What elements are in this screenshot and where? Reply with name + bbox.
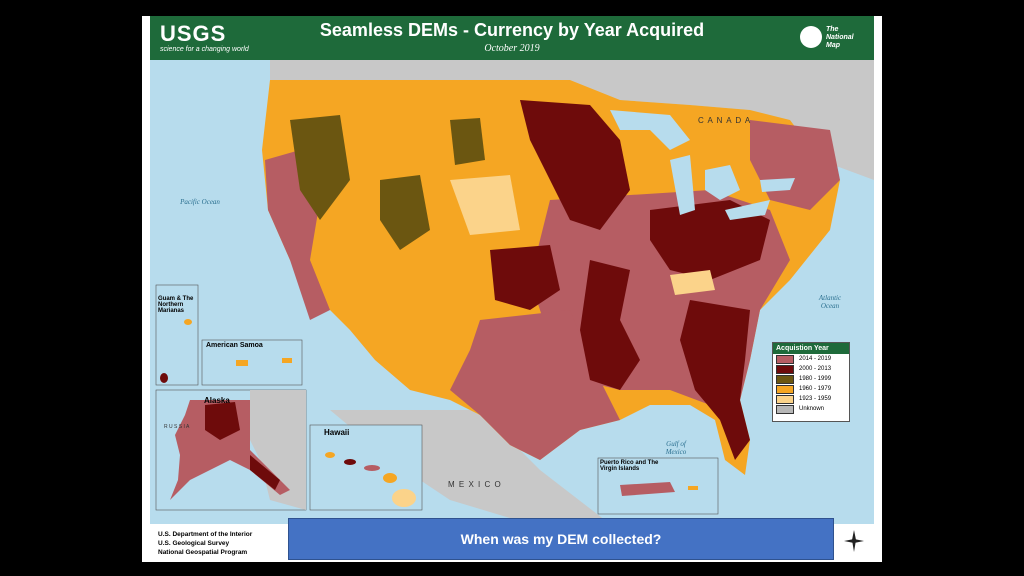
national-map-logo: The National Map (800, 22, 860, 54)
legend-label: 1923 - 1959 (799, 396, 832, 402)
zone-2000-2013-ohio (650, 200, 770, 280)
samoa-island-tau (282, 358, 292, 363)
guam-inset-frame (155, 284, 199, 386)
map-date: October 2019 (484, 43, 540, 54)
pr-island (620, 482, 675, 496)
zone-1980-1999-northwest (290, 115, 350, 220)
credit-line-3: National Geospatial Program (158, 549, 248, 556)
agency-credits: U.S. Department of the Interior U.S. Geo… (158, 530, 252, 557)
guam-island-saipan (184, 319, 192, 325)
legend-item-2000-2013: 2000 - 2013 (773, 364, 849, 374)
legend-title: Acquistion Year (773, 343, 849, 354)
credit-line-2: U.S. Geological Survey (158, 540, 230, 547)
inset-title-samoa: American Samoa (206, 342, 263, 349)
zone-2000-2013-south (580, 260, 640, 390)
usgs-tagline: science for a changing world (160, 46, 249, 53)
map-header: USGS science for a changing world Seamle… (150, 16, 874, 60)
label-mexico: M E X I C O (448, 480, 502, 489)
legend-item-1980-1999: 1980 - 1999 (773, 374, 849, 384)
label-russia: R U S S I A (164, 424, 190, 430)
map-legend: Acquistion Year 2014 - 2019 2000 - 2013 … (772, 342, 850, 422)
legend-swatch (776, 404, 794, 414)
vi-islands (688, 486, 698, 490)
zone-1980-1999-dakotas (450, 118, 485, 165)
inset-title-guam: Guam & The Northern Marianas (158, 296, 194, 314)
map-canvas: C A N A D A M E X I C O R U S S I A Paci… (150, 60, 874, 524)
samoa-island-tutuila (236, 360, 248, 366)
legend-item-unknown: Unknown (773, 404, 849, 414)
legend-item-1960-1979: 1960 - 1979 (773, 384, 849, 394)
legend-item-1923-1959: 1923 - 1959 (773, 394, 849, 404)
zone-2014-2019-texas (450, 310, 620, 460)
map-title: Seamless DEMs - Currency by Year Acquire… (319, 20, 705, 40)
hawaii-molokai (364, 465, 380, 471)
legend-swatch (776, 394, 794, 404)
zone-2000-2013-southeast (680, 300, 750, 460)
label-canada: C A N A D A (698, 116, 752, 125)
guam-island-guam (160, 373, 168, 383)
hawaii-maui (383, 473, 397, 483)
legend-label: 1960 - 1979 (799, 386, 832, 392)
legend-label: 2000 - 2013 (799, 366, 832, 372)
legend-swatch (776, 374, 794, 384)
inset-title-hawaii: Hawaii (324, 428, 350, 437)
usgs-logo: USGS (160, 21, 227, 46)
legend-label: Unknown (799, 406, 825, 412)
map-graphic (155, 60, 874, 524)
hawaii-big-island (392, 489, 416, 507)
zone-1980-1999-mountain (380, 175, 430, 250)
alaska-2000-zone (205, 402, 280, 490)
national-map-logo-text: The National Map (826, 26, 854, 49)
legend-swatch (776, 364, 794, 374)
zone-2000-2013-kansas (490, 245, 560, 310)
legend-label: 2014 - 2019 (799, 356, 832, 362)
canada-land (270, 60, 874, 180)
inset-title-pr: Puerto Rico and The Virgin Islands (600, 460, 659, 472)
zone-1923-1959-plains (450, 175, 520, 235)
inset-title-alaska: Alaska (204, 396, 230, 405)
north-arrow-icon (844, 530, 864, 552)
legend-item-2014-2019: 2014 - 2019 (773, 354, 849, 364)
zone-1923-1959-kentucky (670, 270, 715, 295)
slide: USGS science for a changing world Seamle… (142, 16, 882, 562)
legend-swatch (776, 384, 794, 394)
label-atlantic-ocean: Atlantic Ocean (818, 294, 842, 310)
legend-swatch (776, 354, 794, 364)
label-pacific-ocean: Pacific Ocean (180, 198, 220, 206)
credit-line-1: U.S. Department of the Interior (158, 531, 253, 538)
hawaii-kauai (325, 452, 335, 458)
hawaii-oahu (344, 459, 356, 465)
legend-label: 1980 - 1999 (799, 376, 832, 382)
question-banner: When was my DEM collected? (288, 518, 834, 560)
alaska-canada-land (250, 390, 306, 510)
national-map-emblem-icon (800, 26, 822, 48)
great-lakes (610, 110, 795, 220)
label-gulf-of-mexico: Gulf of Mexico (665, 440, 687, 456)
zone-2000-2013-midwest (520, 100, 630, 230)
